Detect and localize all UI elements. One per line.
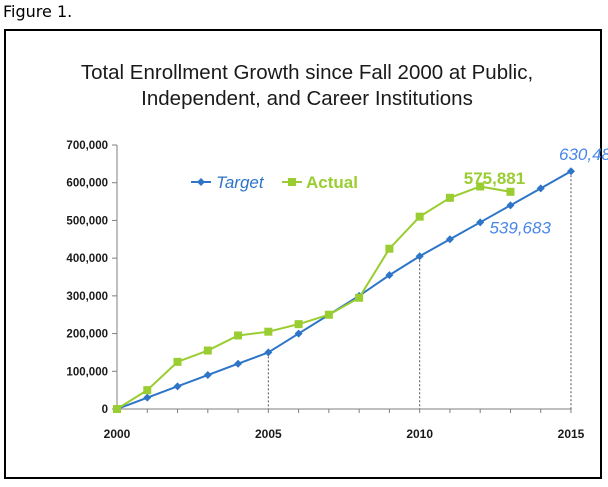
data-point-actual <box>294 320 303 329</box>
y-tick-label: 700,000 <box>66 140 108 152</box>
data-point-actual <box>113 405 121 413</box>
chart-title-line-2: Independent, and Career Institutions <box>141 87 473 110</box>
y-tick-label: 500,000 <box>66 215 108 227</box>
data-point-target <box>415 252 424 261</box>
data-point-actual <box>445 193 454 202</box>
data-point-target <box>445 235 454 244</box>
data-point-target <box>203 371 212 380</box>
data-point-actual <box>506 187 515 196</box>
data-point-target <box>173 382 182 391</box>
annotation-label: 575,881 <box>464 169 525 188</box>
chart-frame <box>4 29 602 479</box>
x-tick-label: 2005 <box>255 427 282 441</box>
data-point-actual <box>203 346 212 355</box>
annotation-label: 539,683 <box>489 218 551 237</box>
y-tick-label: 200,000 <box>66 329 108 341</box>
data-point-target <box>476 218 485 227</box>
data-point-actual <box>143 386 152 395</box>
data-point-target <box>234 359 243 368</box>
data-point-target <box>536 184 545 193</box>
data-point-actual <box>415 212 424 221</box>
data-point-actual <box>355 293 364 302</box>
data-point-target <box>294 329 303 338</box>
data-point-target <box>506 201 515 210</box>
annotation-label: 630,483 <box>559 145 608 164</box>
data-point-actual <box>324 310 333 319</box>
y-tick-label: 600,000 <box>66 178 108 190</box>
chart-title-line-1: Total Enrollment Growth since Fall 2000 … <box>81 61 533 84</box>
x-tick-label: 2000 <box>104 427 131 441</box>
legend-marker-target <box>197 178 205 186</box>
data-point-target <box>567 167 575 176</box>
legend-label-target: Target <box>216 173 265 192</box>
series-line-target <box>116 170 572 410</box>
data-point-actual <box>264 327 273 336</box>
figure-label: Figure 1. <box>3 2 73 21</box>
data-point-target <box>264 348 273 357</box>
data-point-actual <box>476 182 485 191</box>
data-point-target <box>385 271 394 280</box>
y-tick-label: 0 <box>102 404 108 416</box>
y-tick-label: 300,000 <box>66 291 108 303</box>
y-tick-label: 100,000 <box>66 366 108 378</box>
x-tick-label: 2015 <box>558 427 585 441</box>
legend-marker-actual <box>288 178 296 186</box>
series-line-actual <box>116 185 511 410</box>
y-tick-label: 400,000 <box>66 253 108 265</box>
data-point-actual <box>385 244 394 253</box>
data-point-target <box>143 393 152 402</box>
data-point-actual <box>234 331 243 340</box>
legend-label-actual: Actual <box>306 173 358 192</box>
data-point-actual <box>173 357 182 366</box>
x-tick-label: 2010 <box>406 427 433 441</box>
